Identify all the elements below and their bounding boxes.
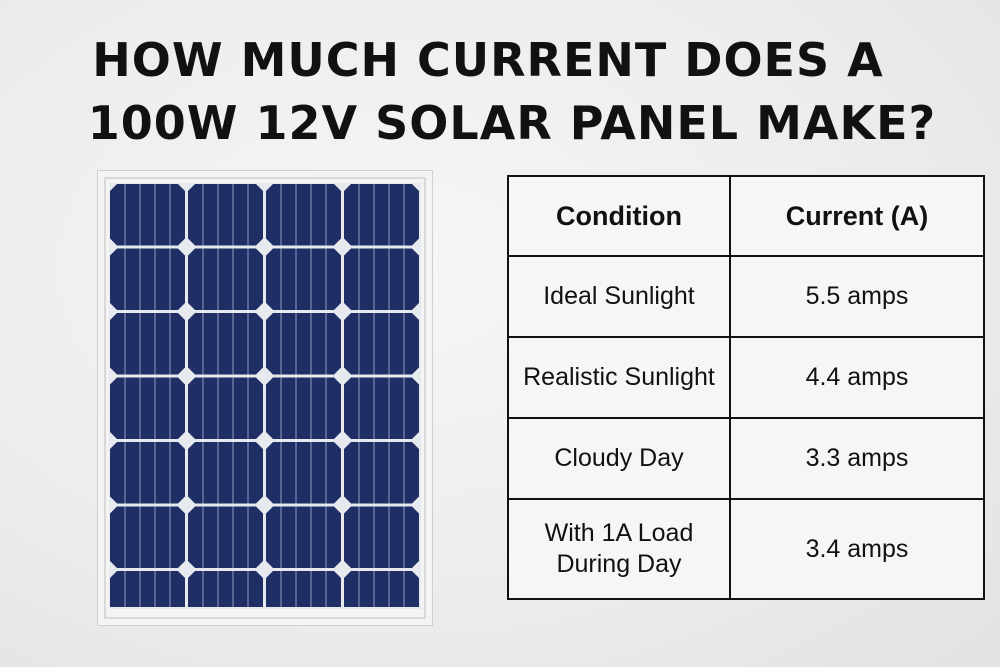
table-header-row: Condition Current (A) <box>507 175 985 257</box>
solar-cell <box>266 571 341 607</box>
title-line-2: 100W 12V SOLAR PANEL MAKE? <box>87 96 937 150</box>
solar-cell <box>110 248 185 310</box>
condition-line-2: During Day <box>556 550 682 578</box>
solar-cell <box>266 184 341 246</box>
condition-cell: With 1A Load During Day <box>507 498 731 600</box>
solar-cell <box>188 184 263 246</box>
solar-cell <box>110 313 185 375</box>
current-cell: 3.4 amps <box>729 498 985 600</box>
condition-line-1: With 1A Load <box>544 519 694 547</box>
solar-cell <box>266 506 341 568</box>
condition-cell: Realistic Sunlight <box>507 336 731 419</box>
solar-cell <box>344 184 419 246</box>
solar-cell <box>188 248 263 310</box>
solar-cell <box>188 506 263 568</box>
table-row: With 1A Load During Day 3.4 amps <box>507 498 985 600</box>
solar-cell <box>344 248 419 310</box>
solar-cell <box>110 442 185 504</box>
condition-cell: Cloudy Day <box>507 417 731 500</box>
title-line-1: HOW MUCH CURRENT DOES A <box>92 33 884 87</box>
table-row: Ideal Sunlight 5.5 amps <box>507 255 985 338</box>
current-cell: 3.3 amps <box>729 417 985 500</box>
solar-cell <box>110 506 185 568</box>
table-row: Realistic Sunlight 4.4 amps <box>507 336 985 419</box>
current-cell: 4.4 amps <box>729 336 985 419</box>
condition-cell: Ideal Sunlight <box>507 255 731 338</box>
solar-cell <box>266 313 341 375</box>
solar-cell <box>110 184 185 246</box>
solar-cell <box>188 571 263 607</box>
panel-inner-frame <box>104 177 426 619</box>
solar-cell <box>110 571 185 607</box>
solar-cell <box>188 442 263 504</box>
solar-cell <box>344 313 419 375</box>
solar-cell <box>188 377 263 439</box>
solar-cell <box>266 377 341 439</box>
header-condition: Condition <box>507 175 731 257</box>
header-current: Current (A) <box>729 175 985 257</box>
solar-cell <box>344 506 419 568</box>
solar-cell <box>188 313 263 375</box>
table-row: Cloudy Day 3.3 amps <box>507 417 985 500</box>
solar-cell <box>266 442 341 504</box>
solar-cell <box>266 248 341 310</box>
solar-panel-image <box>97 170 433 626</box>
solar-cell <box>344 571 419 607</box>
solar-cell <box>344 377 419 439</box>
solar-cell <box>344 442 419 504</box>
current-table: Condition Current (A) Ideal Sunlight 5.5… <box>507 175 985 600</box>
current-cell: 5.5 amps <box>729 255 985 338</box>
solar-cell <box>110 377 185 439</box>
